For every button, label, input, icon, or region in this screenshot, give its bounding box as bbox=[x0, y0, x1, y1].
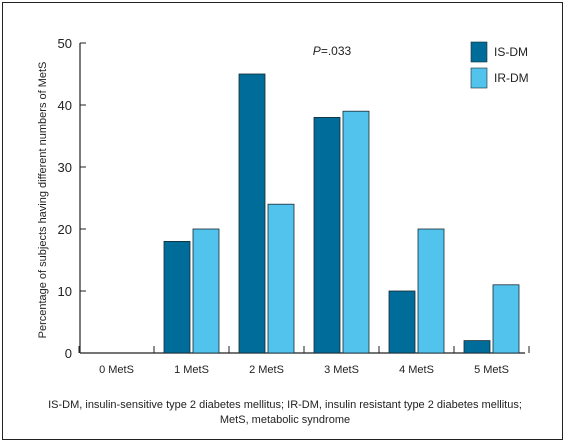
bar bbox=[238, 73, 266, 354]
bar bbox=[192, 228, 220, 354]
y-axis-label: Percentage of subjects having different … bbox=[37, 62, 49, 339]
bar bbox=[267, 203, 295, 354]
axes: 0 10 20 30 40 50 0 MetS 1 MetS 2 MetS 3 MetS 4 Met… bbox=[58, 36, 530, 376]
bar bbox=[313, 117, 341, 354]
figure-frame bbox=[2, 2, 563, 440]
y-tick-label: 0 bbox=[65, 346, 72, 361]
y-tick-label: 40 bbox=[58, 98, 72, 113]
bar bbox=[463, 340, 491, 354]
x-tick-label: 2 MetS bbox=[249, 364, 284, 376]
y-tick-label: 10 bbox=[58, 284, 72, 299]
bar bbox=[388, 290, 416, 354]
bars bbox=[163, 73, 520, 354]
y-tick-label: 30 bbox=[58, 160, 72, 175]
bar bbox=[417, 228, 445, 354]
bar bbox=[163, 240, 191, 354]
x-tick-label: 5 MetS bbox=[474, 364, 509, 376]
legend-label: IR-DM bbox=[494, 71, 529, 85]
bar bbox=[492, 284, 520, 354]
legend-label: IS-DM bbox=[494, 45, 528, 59]
bar bbox=[342, 110, 370, 354]
x-tick-label: 1 MetS bbox=[174, 364, 209, 376]
p-value-annotation: P=.033 bbox=[313, 44, 352, 58]
p-value-text: =.033 bbox=[321, 44, 352, 58]
p-value-italic: P bbox=[313, 44, 321, 58]
y-tick-label: 50 bbox=[58, 36, 72, 51]
figure-caption: IS-DM, insulin-sensitive type 2 diabetes… bbox=[48, 399, 522, 426]
legend-swatch bbox=[470, 67, 488, 89]
legend-swatch bbox=[470, 41, 488, 63]
x-tick-label: 4 MetS bbox=[399, 364, 434, 376]
legend: IS-DM IR-DM bbox=[470, 41, 529, 89]
y-tick-label: 20 bbox=[58, 222, 72, 237]
x-tick-label: 3 MetS bbox=[324, 364, 359, 376]
x-tick-label: 0 MetS bbox=[99, 364, 134, 376]
